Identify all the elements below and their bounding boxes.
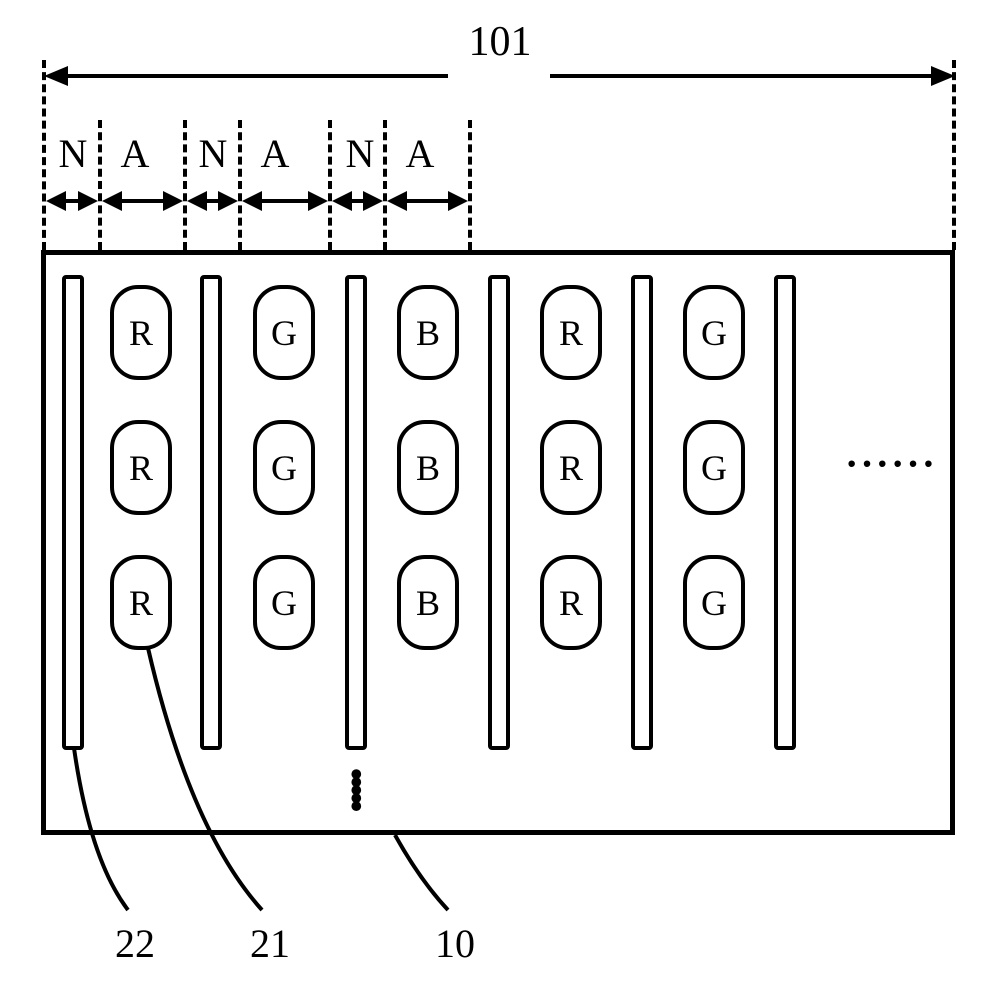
subpixel-r: R (110, 285, 172, 380)
subpixel-g: G (253, 555, 315, 650)
ref-label-21: 21 (250, 920, 290, 967)
dim-line-right (550, 74, 931, 78)
ref-label-22: 22 (115, 920, 155, 967)
subpixel-b: B (397, 420, 459, 515)
dim-dash-right (952, 60, 956, 250)
subpixel-g: G (683, 555, 745, 650)
na-arr-5r (363, 191, 383, 211)
dimension-label-101: 101 (460, 18, 540, 66)
subpixel-g: G (683, 285, 745, 380)
dim-arrow-left (44, 66, 68, 86)
na-dash-5 (383, 120, 387, 250)
na-arr-6 (401, 199, 452, 203)
dim-dash-left (42, 60, 46, 250)
na-dash-6 (468, 120, 472, 250)
na-arr-4 (256, 199, 312, 203)
na-dash-1 (98, 120, 102, 250)
na-dash-4 (328, 120, 332, 250)
subpixel-b: B (397, 285, 459, 380)
ref-label-10: 10 (435, 920, 475, 967)
subpixel-r: R (540, 285, 602, 380)
vertical-bar (631, 275, 653, 750)
na-label-4: N (335, 130, 385, 177)
subpixel-g: G (253, 420, 315, 515)
na-arr-6r (448, 191, 468, 211)
na-arr-1r (78, 191, 98, 211)
vertical-bar (200, 275, 222, 750)
vertical-bar (774, 275, 796, 750)
dim-line-left (68, 74, 448, 78)
subpixel-b: B (397, 555, 459, 650)
na-arr-2 (116, 199, 167, 203)
subpixel-r: R (110, 555, 172, 650)
subpixel-g: G (683, 420, 745, 515)
subpixel-r: R (110, 420, 172, 515)
na-arr-2r (163, 191, 183, 211)
na-dash-3 (238, 120, 242, 250)
na-arr-3r (218, 191, 238, 211)
diagram-canvas: 101 N A N A N A R R (0, 0, 991, 981)
vertical-bar (62, 275, 84, 750)
na-label-1: A (110, 130, 160, 177)
subpixel-g: G (253, 285, 315, 380)
subpixel-r: R (540, 555, 602, 650)
subpixel-r: R (540, 420, 602, 515)
vertical-bar (488, 275, 510, 750)
na-arr-4r (308, 191, 328, 211)
vertical-bar (345, 275, 367, 750)
na-label-0: N (48, 130, 98, 177)
ellipsis-horizontal: ······ (845, 440, 937, 487)
na-label-2: N (188, 130, 238, 177)
na-label-3: A (250, 130, 300, 177)
ellipsis-vertical: ••••• (350, 770, 362, 810)
na-dash-2 (183, 120, 187, 250)
na-label-5: A (395, 130, 445, 177)
